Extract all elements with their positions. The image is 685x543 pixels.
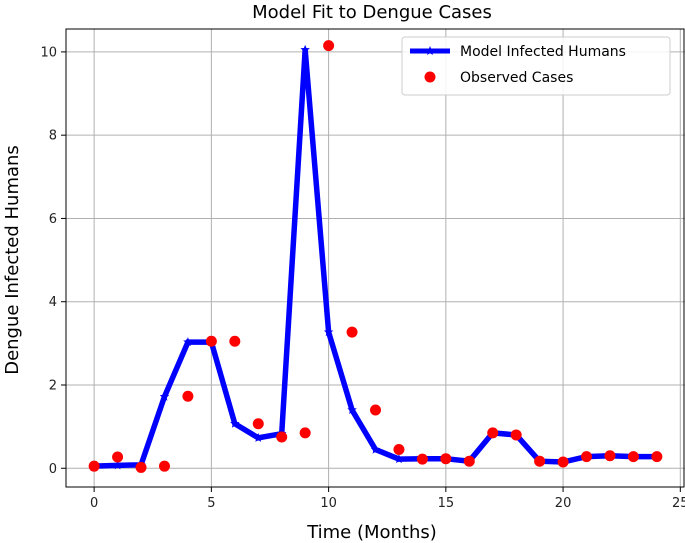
observed-point bbox=[229, 335, 241, 347]
series-layer bbox=[88, 40, 663, 473]
y-tick-label: 4 bbox=[49, 295, 57, 310]
x-tick-label: 10 bbox=[320, 496, 337, 511]
observed-point bbox=[299, 427, 311, 439]
model-point bbox=[347, 404, 357, 415]
observed-point bbox=[627, 451, 639, 463]
legend-entry-model: Model Infected Humans bbox=[460, 44, 626, 60]
observed-point bbox=[276, 431, 288, 443]
observed-point bbox=[182, 390, 194, 402]
x-tick-label: 20 bbox=[555, 496, 572, 511]
x-tick-label: 25 bbox=[672, 496, 685, 511]
model-point bbox=[112, 460, 123, 470]
observed-point bbox=[323, 40, 335, 52]
model-point bbox=[230, 418, 240, 428]
x-tick-label: 15 bbox=[438, 496, 455, 511]
legend-star-marker bbox=[425, 46, 435, 56]
model-point bbox=[323, 327, 334, 337]
observed-point bbox=[205, 335, 217, 347]
observed-point bbox=[370, 404, 381, 416]
observed-point bbox=[112, 451, 124, 463]
observed-point bbox=[651, 451, 663, 463]
observed-point bbox=[557, 456, 569, 468]
observed-point bbox=[158, 460, 170, 472]
observed-point bbox=[346, 326, 358, 338]
legend: Model Infected Humans Observed Cases bbox=[401, 36, 671, 96]
tick-layer: 0 5 10 15 20 25 0 2 4 6 8 10 bbox=[40, 45, 685, 511]
observed-point bbox=[416, 453, 428, 465]
y-tick-label: 0 bbox=[49, 462, 57, 477]
model-point bbox=[159, 391, 170, 401]
observed-point bbox=[581, 451, 593, 463]
legend-scatter-swatch bbox=[424, 71, 436, 83]
observed-point bbox=[510, 429, 522, 441]
chart-title: Model Fit to Dengue Cases bbox=[252, 2, 492, 23]
model-point bbox=[370, 444, 381, 454]
y-tick-label: 6 bbox=[49, 212, 57, 227]
legend-entry-observed: Observed Cases bbox=[460, 70, 573, 86]
observed-point bbox=[252, 418, 264, 430]
observed-point bbox=[440, 453, 452, 465]
x-axis-label: Time (Months) bbox=[306, 522, 437, 543]
observed-point bbox=[393, 444, 405, 456]
legend-box bbox=[401, 36, 671, 96]
observed-point bbox=[604, 450, 616, 462]
observed-point bbox=[487, 427, 499, 439]
model-point bbox=[394, 454, 404, 464]
observed-point bbox=[534, 455, 546, 467]
observed-point bbox=[88, 460, 100, 472]
x-tick-label: 5 bbox=[207, 496, 215, 511]
model-point bbox=[300, 44, 310, 54]
series-line-model bbox=[94, 49, 657, 469]
plot-frame bbox=[65, 28, 685, 488]
model-point bbox=[183, 337, 193, 347]
x-tick-label: 0 bbox=[90, 496, 98, 511]
observed-point bbox=[463, 455, 475, 467]
y-tick-label: 10 bbox=[40, 45, 57, 60]
observed-point bbox=[135, 461, 147, 473]
y-tick-label: 2 bbox=[49, 378, 57, 393]
y-tick-label: 8 bbox=[49, 129, 57, 144]
y-axis-label: Dengue Infected Humans bbox=[2, 145, 23, 375]
model-point bbox=[253, 432, 264, 442]
